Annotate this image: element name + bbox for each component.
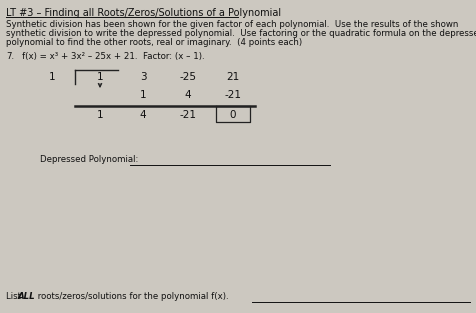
Text: ALL: ALL: [18, 292, 36, 301]
Text: List: List: [6, 292, 24, 301]
Text: 1: 1: [97, 110, 103, 120]
Text: 1: 1: [49, 72, 55, 82]
Text: 1: 1: [97, 72, 103, 82]
Text: polynomial to find the other roots, real or imaginary.  (4 points each): polynomial to find the other roots, real…: [6, 38, 302, 47]
Text: 4: 4: [185, 90, 191, 100]
Text: 0: 0: [230, 110, 236, 120]
Text: 21: 21: [227, 72, 239, 82]
Text: 1: 1: [139, 90, 146, 100]
Text: -21: -21: [179, 110, 197, 120]
Text: -21: -21: [225, 90, 241, 100]
Text: -25: -25: [179, 72, 197, 82]
Text: Depressed Polynomial:: Depressed Polynomial:: [40, 155, 139, 164]
Text: 7.: 7.: [6, 52, 14, 61]
Text: roots/zeros/solutions for the polynomial f(x).: roots/zeros/solutions for the polynomial…: [35, 292, 228, 301]
Text: Synthetic division has been shown for the given factor of each polynomial.  Use : Synthetic division has been shown for th…: [6, 20, 458, 29]
Text: 3: 3: [139, 72, 146, 82]
Text: synthetic division to write the depressed polynomial.  Use factoring or the quad: synthetic division to write the depresse…: [6, 29, 476, 38]
Text: LT #3 – Finding all Roots/Zeros/Solutions of a Polynomial: LT #3 – Finding all Roots/Zeros/Solution…: [6, 8, 281, 18]
Text: 4: 4: [139, 110, 146, 120]
Text: f(x) = x³ + 3x² – 25x + 21.  Factor: (x – 1).: f(x) = x³ + 3x² – 25x + 21. Factor: (x –…: [22, 52, 205, 61]
